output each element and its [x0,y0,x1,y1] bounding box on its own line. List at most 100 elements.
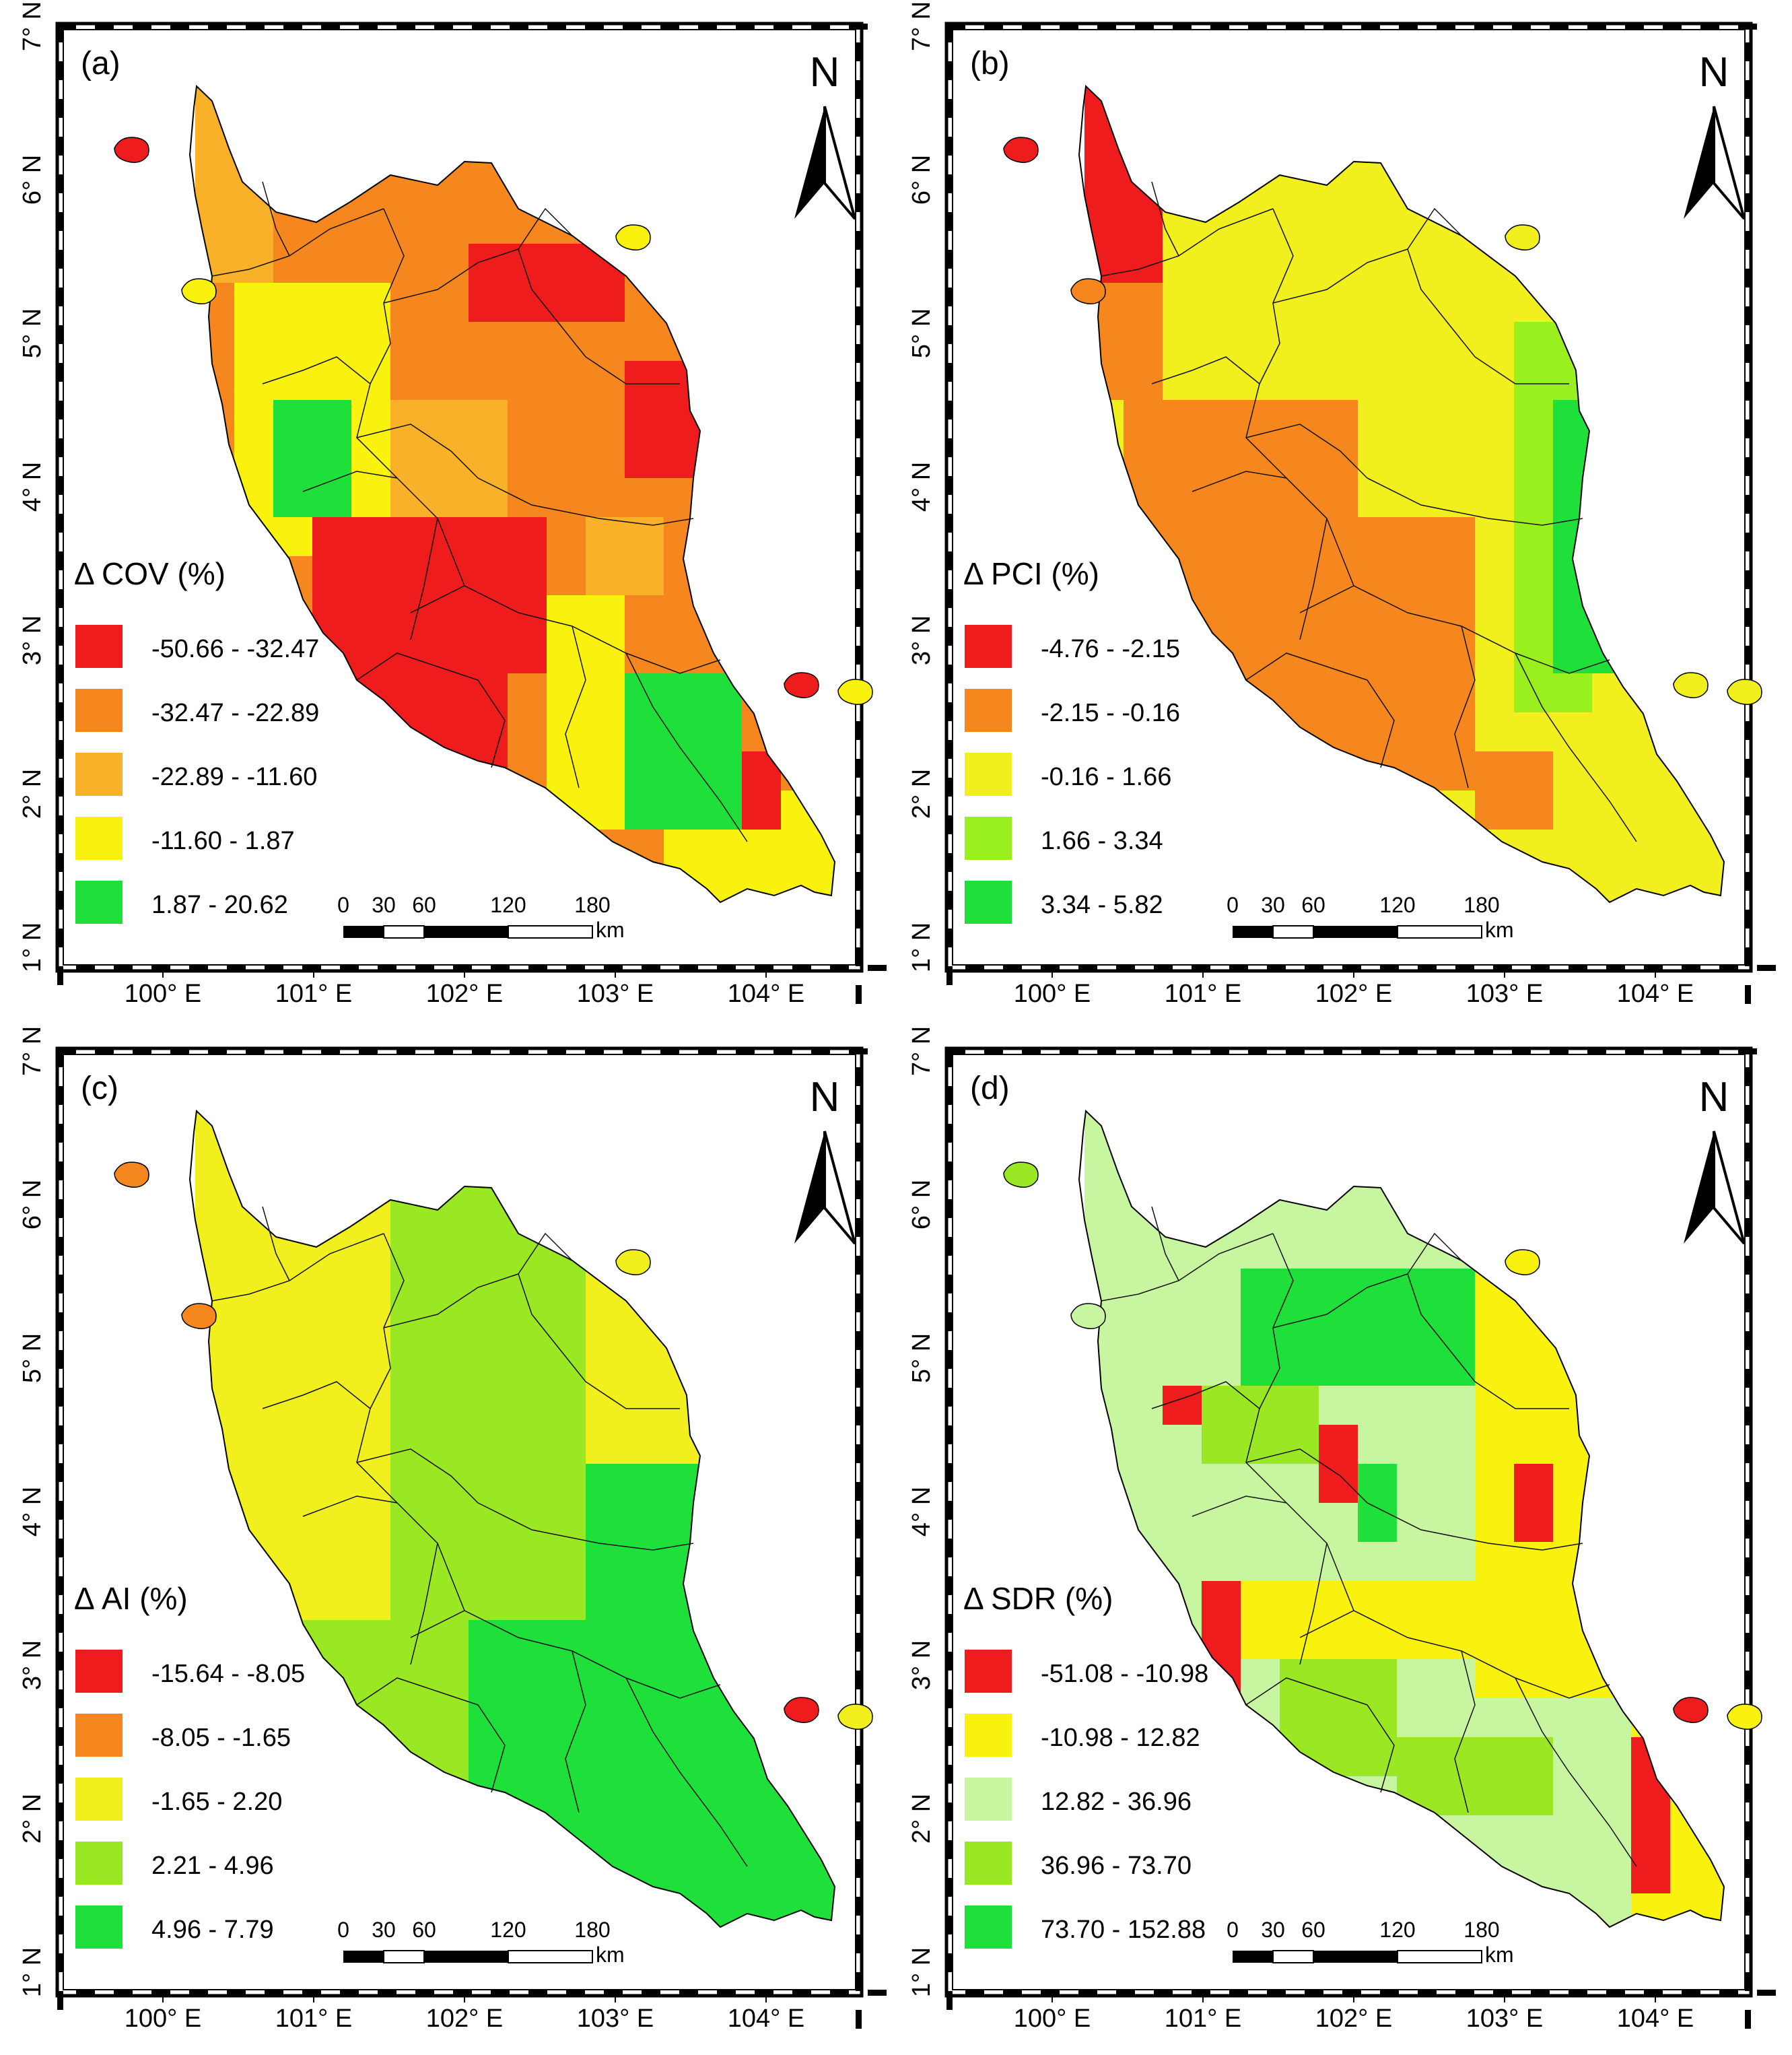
raster-cell [508,1190,547,1229]
raster-cell [1124,283,1163,322]
raster-cell [547,1112,586,1151]
coastline [1078,84,1725,904]
raster-cell [195,790,234,830]
raster-cell [1241,1815,1280,1854]
svg-text:km: km [1485,1943,1514,1967]
raster-cell [390,439,429,478]
longitude-label: 102° E [426,980,504,1008]
latitude-label: 3° N [907,615,936,665]
raster-cell [664,1815,703,1854]
raster-cell [508,1308,547,1347]
state-boundary [1245,424,1368,479]
raster-cell [1592,322,1631,361]
raster-cell [508,478,547,517]
raster-cell [390,673,429,712]
raster-cell [820,830,835,869]
raster-cell [1163,478,1202,517]
raster-cell [1553,1503,1592,1542]
raster-cell [820,322,835,361]
raster-cell [1319,751,1358,790]
raster-cell [429,1229,469,1269]
raster-cell [781,1269,820,1308]
raster-cell [547,1698,586,1737]
raster-cell [703,790,742,830]
raster-cell [586,127,625,166]
map-panel-a: (a) N Δ COV (%) -50.66 - -32.47 -32.47 - -22… [7,1,895,1030]
island [615,1249,651,1275]
raster-cell [547,517,586,556]
raster-cell [1631,1269,1670,1308]
raster-cell [1631,673,1670,712]
raster-cell [664,1269,703,1308]
raster-cell [1319,556,1358,595]
latitude-label: 7° N [907,1,936,51]
svg-text:60: 60 [1301,1918,1325,1942]
raster-cell [273,1269,312,1308]
raster-cell [1631,1112,1670,1151]
island [1070,278,1106,304]
longitude-label: 104° E [728,2005,805,2033]
raster-cell [547,322,586,361]
raster-cell [1280,1269,1319,1308]
north-arrow-icon: N [794,1074,856,1245]
raster-cell [1514,595,1553,634]
raster-cell [586,1503,625,1542]
raster-cell [820,1503,835,1542]
raster-cell [1280,322,1319,361]
raster-cell [1592,1776,1631,1815]
raster-cell [1514,1112,1553,1151]
raster-cell [1436,790,1475,830]
raster-cell [1241,1464,1280,1503]
raster-cell [312,1776,351,1815]
state-boundary [1151,1381,1260,1409]
raster-cell [469,1815,508,1854]
raster-cell [547,634,586,673]
raster-cell [1670,1737,1709,1776]
raster-cell [742,1815,781,1854]
raster-cell [703,1815,742,1854]
island [1673,672,1709,698]
raster-cell [1241,361,1280,400]
raster-cell [1475,1542,1514,1581]
raster-cell [1670,517,1709,556]
raster-cell [1475,1698,1514,1737]
raster-cell [1553,1347,1592,1386]
raster-cell [1202,283,1241,322]
raster-cell [703,1112,742,1151]
raster-cell [547,556,586,595]
raster-cell [1475,595,1514,634]
raster-cell [1241,478,1280,517]
raster-cell [390,1308,429,1347]
raster-cell [1358,634,1397,673]
raster-cell [664,1542,703,1581]
raster-cell [664,1229,703,1269]
raster-cell [1124,1815,1163,1854]
raster-cell [312,1425,351,1464]
raster-cell [1124,1112,1163,1151]
latitude-label: 2° N [907,1794,936,1844]
raster-cell [1358,556,1397,595]
raster-cell [1436,166,1475,205]
raster-cell [1709,1269,1724,1308]
raster-cell [547,1386,586,1425]
legend: Δ PCI (%) -4.76 - -2.15 -2.15 - -0.16 -0.16… [963,556,1180,924]
raster-cell [195,400,234,439]
raster-cell [1631,1815,1670,1854]
raster-cell [390,1269,429,1308]
raster-cell [742,1503,781,1542]
raster-cell [1475,712,1514,751]
state-boundary [477,1502,694,1551]
raster-cell [586,1151,625,1190]
raster-cell [312,751,351,790]
raster-cell [1319,1659,1358,1698]
raster-cell [703,439,742,478]
raster-cell [625,1620,664,1659]
raster-cell [429,751,469,790]
raster-cell [1709,1776,1724,1815]
svg-text:120: 120 [490,893,526,917]
raster-cell [703,1620,742,1659]
raster-cell [1709,1347,1724,1386]
raster-cell [273,1464,312,1503]
raster-cell [234,1347,273,1386]
legend-title: Δ PCI (%) [963,556,1099,591]
